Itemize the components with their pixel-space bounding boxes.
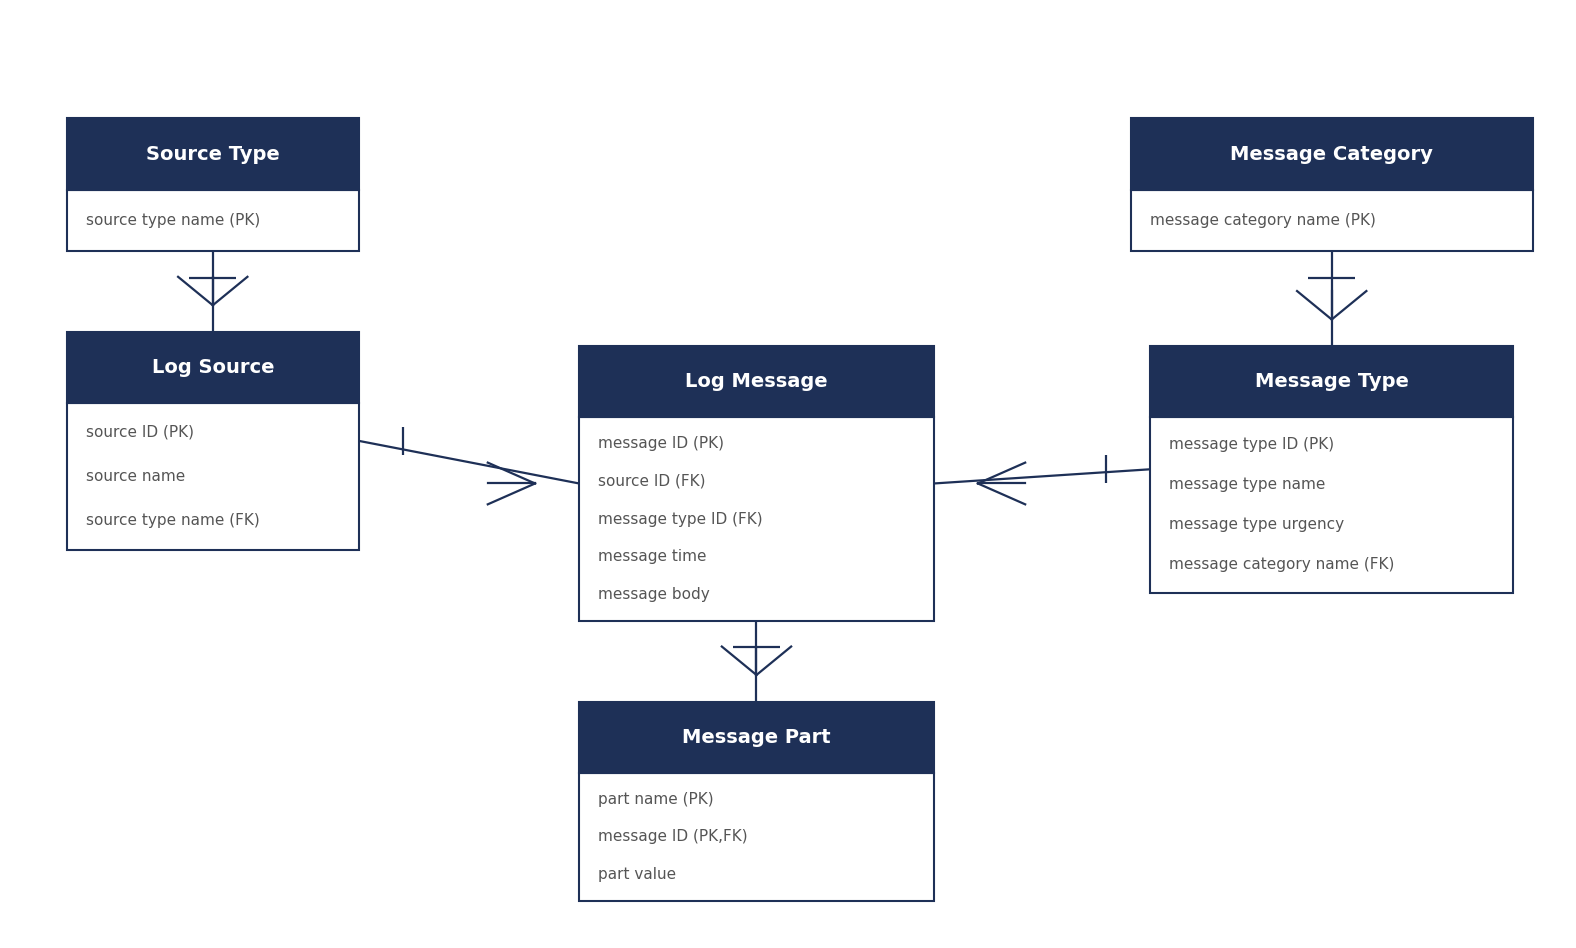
Text: Log Message: Log Message	[686, 372, 827, 392]
Text: message type urgency: message type urgency	[1169, 518, 1344, 533]
Text: message ID (PK,FK): message ID (PK,FK)	[597, 830, 747, 844]
Bar	[578, 773, 933, 901]
Text: source type name (PK): source type name (PK)	[85, 213, 260, 228]
Text: Log Source: Log Source	[151, 357, 274, 377]
Bar	[578, 417, 933, 621]
Text: Source Type: Source Type	[147, 144, 279, 164]
Bar	[68, 403, 359, 550]
Text: Message Type: Message Type	[1254, 372, 1409, 392]
Text: message type ID (FK): message type ID (FK)	[597, 512, 763, 526]
Text: source ID (PK): source ID (PK)	[85, 425, 194, 440]
Bar	[1130, 190, 1532, 251]
Text: Message Part: Message Part	[682, 727, 831, 747]
Bar	[578, 702, 933, 773]
Text: source ID (FK): source ID (FK)	[597, 474, 706, 489]
Bar	[1150, 346, 1513, 417]
Bar	[68, 190, 359, 251]
Text: message type ID (PK): message type ID (PK)	[1169, 437, 1335, 452]
Text: message body: message body	[597, 587, 709, 602]
Bar	[578, 346, 933, 417]
Bar	[68, 332, 359, 403]
Text: Message Category: Message Category	[1231, 144, 1433, 164]
Text: message category name (PK): message category name (PK)	[1149, 213, 1376, 228]
Text: part name (PK): part name (PK)	[597, 792, 714, 807]
Bar	[68, 118, 359, 190]
Text: part value: part value	[597, 866, 676, 882]
Text: message time: message time	[597, 549, 706, 564]
Text: message type name: message type name	[1169, 477, 1325, 492]
Text: message ID (PK): message ID (PK)	[597, 436, 723, 451]
Text: source name: source name	[85, 469, 184, 483]
Bar	[1150, 417, 1513, 592]
Bar	[1130, 118, 1532, 190]
Text: message category name (FK): message category name (FK)	[1169, 557, 1395, 573]
Text: source type name (FK): source type name (FK)	[85, 513, 260, 528]
